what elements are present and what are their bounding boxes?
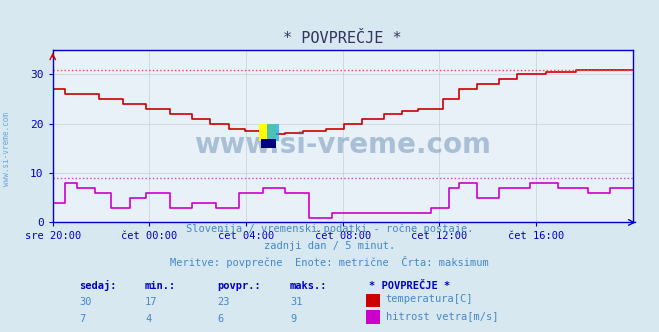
Text: zadnji dan / 5 minut.: zadnji dan / 5 minut. [264,241,395,251]
Text: 17: 17 [145,297,158,307]
Text: 31: 31 [290,297,302,307]
Text: 4: 4 [145,314,151,324]
Text: Slovenija / vremenski podatki - ročne postaje.: Slovenija / vremenski podatki - ročne po… [186,224,473,234]
Text: 30: 30 [79,297,92,307]
Text: temperatura[C]: temperatura[C] [386,294,473,304]
Text: 6: 6 [217,314,223,324]
Text: 7: 7 [79,314,85,324]
Text: min.:: min.: [145,281,176,291]
Text: 23: 23 [217,297,230,307]
Text: 9: 9 [290,314,296,324]
FancyBboxPatch shape [258,124,276,141]
Text: povpr.:: povpr.: [217,281,261,291]
Text: hitrost vetra[m/s]: hitrost vetra[m/s] [386,311,498,321]
Text: Meritve: povprečne  Enote: metrične  Črta: maksimum: Meritve: povprečne Enote: metrične Črta:… [170,256,489,268]
Text: * POVPREČJE *: * POVPREČJE * [369,281,450,291]
Text: sedaj:: sedaj: [79,280,117,291]
Text: www.si-vreme.com: www.si-vreme.com [2,113,11,186]
Text: maks.:: maks.: [290,281,328,291]
FancyBboxPatch shape [262,138,276,148]
Text: www.si-vreme.com: www.si-vreme.com [194,131,491,159]
Title: * POVPREČJE *: * POVPREČJE * [283,31,402,46]
FancyBboxPatch shape [268,124,279,141]
